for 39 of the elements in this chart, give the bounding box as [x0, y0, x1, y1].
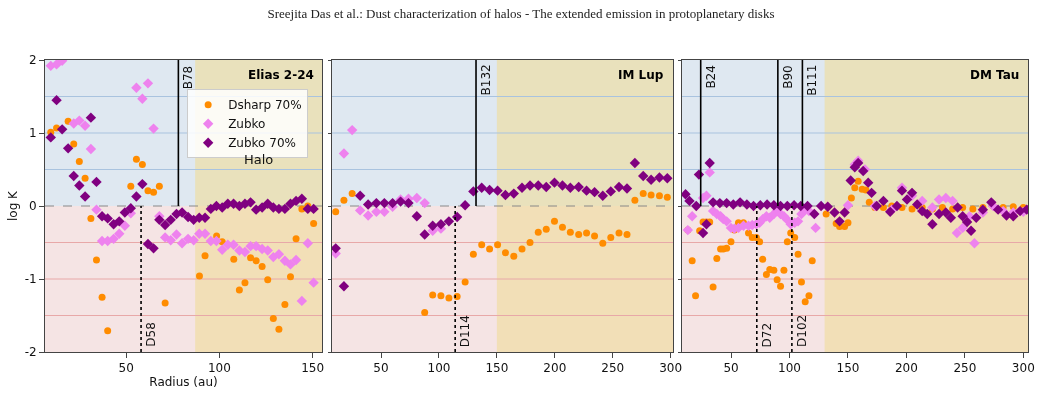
annotation: Elias 2-24	[248, 68, 314, 82]
y-tick-label: -2	[24, 345, 37, 360]
legend-label: Dsharp 70%	[228, 98, 302, 113]
x-tick-label: 50	[723, 361, 739, 376]
y-tick-label: 2	[28, 53, 37, 68]
x-axis-title: Radius (au)	[149, 375, 218, 390]
x-tick-label: 300	[1011, 361, 1035, 376]
legend-label: Zubko	[228, 117, 266, 132]
annotation: DM Tau	[970, 68, 1020, 82]
legend-label: Zubko 70%	[228, 136, 296, 151]
chart-title: Sreejita Das et al.: Dust characterization of halos - The extended emission in protoplanetary disks	[266, 6, 776, 22]
ref-line-label: D114	[458, 315, 473, 348]
x-tick-label: 200	[543, 361, 567, 376]
x-tick-label: 150	[301, 361, 325, 376]
x-tick-label: 100	[427, 361, 451, 376]
x-tick-label: 150	[836, 361, 860, 376]
ref-line-label: B24	[703, 65, 718, 89]
y-tick-label: -1	[24, 272, 37, 287]
x-tick-label: 100	[778, 361, 801, 376]
x-tick-label: 250	[953, 361, 977, 376]
ref-line-label: D102	[794, 314, 809, 347]
y-tick-label: 0	[28, 199, 37, 214]
y-tick-label: 1	[28, 126, 37, 141]
ref-line-label: B90	[780, 65, 795, 89]
x-tick-label: 50	[118, 361, 134, 376]
x-tick-label: 300	[659, 361, 683, 376]
x-tick-label: 100	[207, 361, 231, 376]
ref-line-label: B132	[478, 64, 493, 96]
x-tick-label: 200	[894, 361, 918, 376]
annotation: IM Lup	[618, 68, 664, 82]
ref-line-label: D72	[760, 322, 775, 348]
x-tick-label: 150	[485, 361, 509, 376]
ref-line-label: D58	[144, 322, 159, 347]
ref-line-label: B78	[181, 65, 196, 90]
ref-line-label: B111	[804, 64, 819, 96]
band-label: Halo	[244, 152, 274, 167]
y-axis-title: log K	[5, 189, 20, 221]
x-tick-label: 250	[601, 361, 625, 376]
x-tick-label: 50	[373, 361, 389, 376]
